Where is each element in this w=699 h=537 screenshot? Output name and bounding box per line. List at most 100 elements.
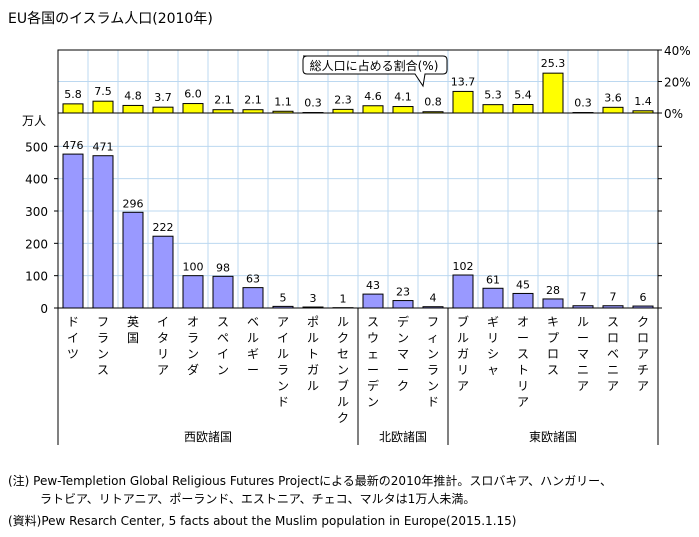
population-label: 6 [640, 291, 647, 304]
percent-bar [62, 103, 84, 114]
percent-label: 0.3 [574, 97, 592, 110]
group-label: 北欧諸国 [379, 429, 427, 444]
y-axis-unit: 万人 [22, 114, 46, 128]
percent-bar [332, 108, 354, 114]
y-tick-label: 300 [25, 205, 48, 219]
source-note: (資料)Pew Resarch Center, 5 facts about th… [8, 514, 517, 528]
percent-label: 1.1 [274, 95, 292, 108]
population-label: 471 [93, 141, 114, 154]
chart: 0%20%40%0100200300400500万人5.8476ドイツ7.547… [22, 44, 691, 445]
percent-bar [542, 72, 564, 114]
category-label: フィンランド [427, 315, 439, 409]
percent-label: 2.1 [214, 94, 232, 107]
y-tick-label: 200 [25, 237, 48, 251]
category-label: スペイン [217, 315, 229, 377]
population-label: 28 [546, 284, 560, 297]
category-label: ギリシャ [487, 315, 499, 377]
note-2: ラトビア、リトアニア、ポーランド、エストニア、チェコ、マルタは1万人未満。 [40, 492, 476, 506]
percent-bar [452, 90, 474, 114]
category-label: フランス [97, 315, 109, 377]
percent-label: 2.1 [244, 94, 262, 107]
population-label: 4 [430, 292, 437, 305]
percent-bar [512, 103, 534, 114]
y-tick-label: 500 [25, 140, 48, 154]
category-label: ベルギー [247, 315, 259, 377]
population-bar [212, 275, 234, 309]
population-label: 5 [280, 291, 287, 304]
chart-title: EU各国のイスラム人口(2010年) [8, 11, 213, 27]
population-bar [122, 211, 144, 309]
group-label: 東欧諸国 [529, 429, 577, 444]
percent-label: 13.7 [451, 75, 476, 88]
population-bar [362, 293, 384, 309]
percent-bar [212, 109, 234, 114]
population-label: 222 [153, 221, 174, 234]
group-label: 西欧諸国 [184, 429, 232, 444]
population-bar [92, 155, 114, 309]
percent-label: 4.1 [394, 91, 412, 104]
callout-text: 総人口に占める割合(%) [310, 58, 439, 73]
population-label: 63 [246, 273, 260, 286]
y-tick-label-right: 40% [664, 44, 691, 58]
category-label: ドイツ [67, 315, 79, 361]
percent-label: 5.8 [64, 88, 82, 101]
percent-bar [632, 110, 654, 114]
category-label: 英国 [127, 315, 139, 345]
population-label: 98 [216, 261, 230, 274]
population-bar [422, 306, 444, 309]
note-1: (注) Pew-Templetion Global Religious Futu… [8, 474, 613, 488]
population-bar [572, 305, 594, 309]
percent-bar [362, 105, 384, 114]
percent-bar [182, 103, 204, 114]
population-bar [152, 235, 174, 309]
category-label: ルーマニア [577, 315, 589, 393]
percent-bar [152, 106, 174, 114]
percent-label: 1.4 [634, 95, 652, 108]
percent-label: 2.3 [334, 93, 352, 106]
percent-label: 4.8 [124, 89, 142, 102]
percent-bar [122, 104, 144, 114]
population-bar [62, 153, 84, 309]
callout-bubble [302, 55, 448, 88]
population-bar [452, 274, 474, 309]
population-label: 102 [453, 260, 474, 273]
population-bar [602, 305, 624, 309]
category-label: デンマーク [397, 314, 409, 393]
percent-label: 7.5 [94, 85, 112, 98]
percent-bar [92, 100, 114, 114]
percent-bar [272, 110, 294, 114]
percent-label: 5.3 [484, 89, 502, 102]
population-bar [482, 287, 504, 309]
category-label: ルクセンブルク [337, 315, 349, 425]
category-label: オランダ [187, 315, 199, 377]
percent-label: 4.6 [364, 90, 382, 103]
category-label: アイルランド [277, 315, 289, 409]
y-tick-label-right: 20% [664, 76, 691, 90]
population-label: 43 [366, 279, 380, 292]
percent-bar [422, 111, 444, 114]
category-label: イタリア [157, 315, 169, 377]
y-tick-label: 0 [40, 302, 48, 316]
category-label: スロベニア [607, 315, 619, 393]
population-label: 1 [340, 293, 347, 306]
y-tick-label-right: 0% [664, 107, 683, 121]
percent-bar [482, 104, 504, 114]
category-label: スウェーデン [367, 315, 379, 409]
percent-bar [392, 106, 414, 114]
population-label: 3 [310, 292, 317, 305]
percent-label: 3.6 [604, 91, 622, 104]
percent-label: 0.8 [424, 96, 442, 109]
population-label: 7 [610, 291, 617, 304]
population-label: 45 [516, 278, 530, 291]
population-label: 61 [486, 273, 500, 286]
percent-bar [242, 109, 264, 114]
percent-label: 3.7 [154, 91, 172, 104]
population-label: 296 [123, 197, 144, 210]
category-label: キプロス [547, 315, 559, 377]
population-bar [302, 306, 324, 309]
population-bar [392, 300, 414, 309]
population-bar [632, 305, 654, 309]
percent-label: 25.3 [541, 57, 566, 70]
population-label: 7 [580, 291, 587, 304]
category-label: クロアチア [637, 315, 649, 393]
